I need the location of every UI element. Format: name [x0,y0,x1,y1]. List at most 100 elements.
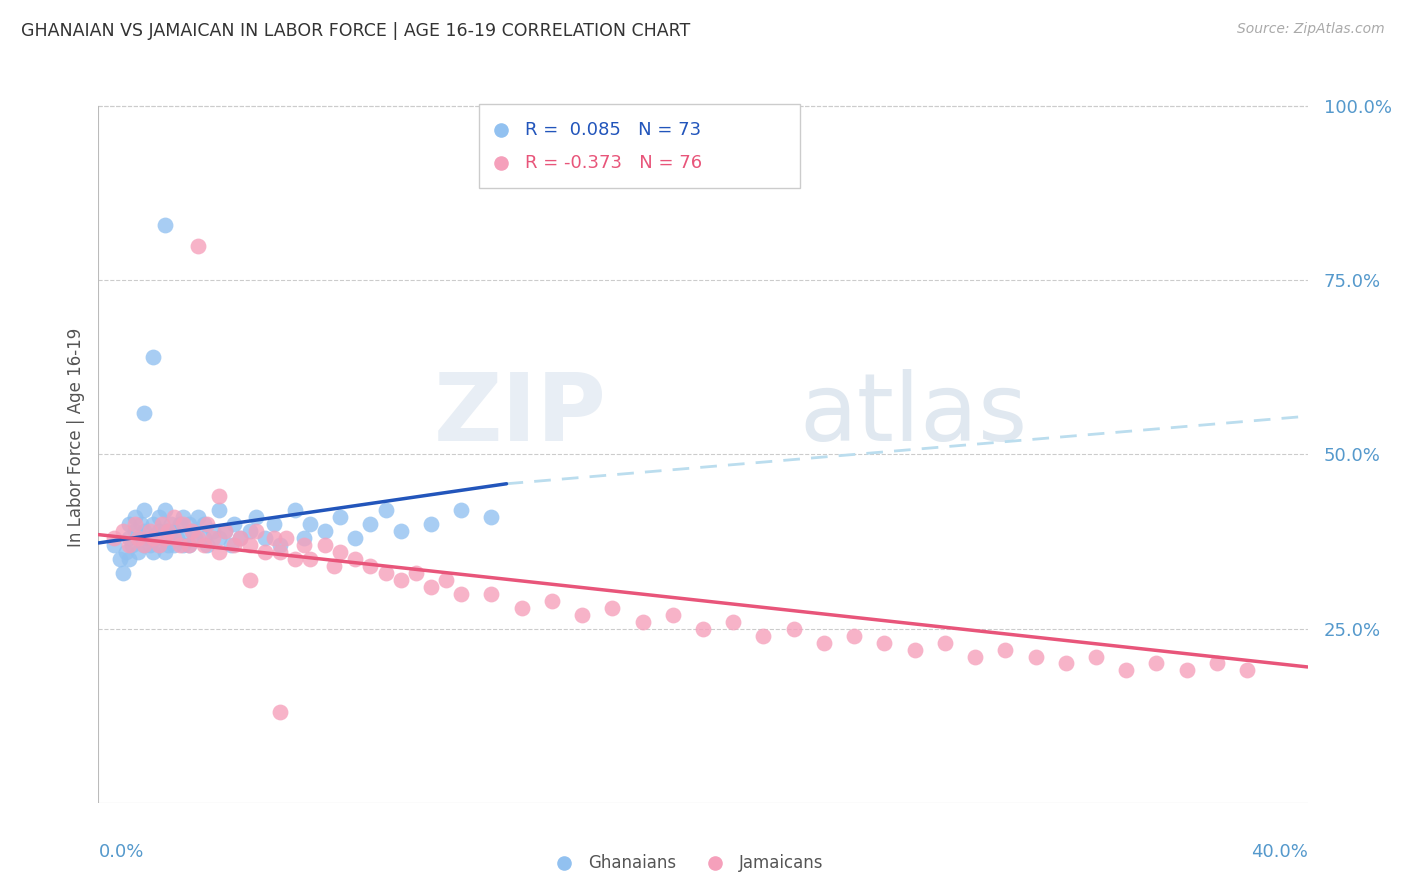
Point [1175,664,1198,678]
Point [263,517,285,532]
Point [124,517,146,532]
Point [103,531,125,545]
Text: GHANAIAN VS JAMAICAN IN LABOR FORCE | AGE 16-19 CORRELATION CHART: GHANAIAN VS JAMAICAN IN LABOR FORCE | AG… [21,22,690,40]
Point [904,642,927,657]
Point [329,510,352,524]
Point [179,517,201,532]
Point [135,531,157,545]
Point [274,531,297,545]
FancyBboxPatch shape [479,104,800,188]
Point [214,524,236,538]
Point [245,524,267,538]
Point [153,545,176,559]
Point [540,594,562,608]
Point [752,629,775,643]
Text: Jamaicans: Jamaicans [740,854,824,871]
Point [1094,186,1116,201]
Point [193,531,215,545]
Point [111,524,134,538]
Point [142,545,165,559]
Point [269,545,291,559]
Point [631,615,654,629]
Point [139,538,162,552]
Point [193,538,215,552]
Point [292,531,315,545]
Point [148,538,170,552]
Point [229,531,252,545]
Point [114,545,136,559]
Point [360,558,382,573]
Point [450,587,472,601]
Point [172,538,194,552]
Point [163,524,186,538]
Point [1236,664,1258,678]
Point [239,524,262,538]
Point [329,545,352,559]
Point [142,517,165,532]
Point [172,517,194,532]
Point [389,524,412,538]
Point [153,531,176,545]
Point [132,538,155,552]
Point [195,517,218,532]
Text: Ghanaians: Ghanaians [588,854,676,871]
Point [229,531,252,545]
Point [269,538,291,552]
Point [934,635,956,649]
Point [129,517,152,532]
Point [344,531,367,545]
Point [965,649,987,664]
Point [121,538,143,552]
Point [284,552,307,566]
Point [571,607,593,622]
Point [163,538,186,552]
Point [184,531,207,545]
Point [148,538,170,552]
Point [239,573,262,587]
Point [145,531,167,545]
Point [420,580,443,594]
Point [374,503,396,517]
Point [153,218,176,232]
Point [481,587,503,601]
Point [156,524,179,538]
Point [269,705,291,719]
Point [142,350,165,364]
Point [103,538,125,552]
Point [202,531,225,545]
Point [179,538,201,552]
Point [1094,155,1116,169]
Text: ZIP: ZIP [433,369,606,461]
Point [783,622,806,636]
Point [148,510,170,524]
Point [723,615,745,629]
Point [844,629,866,643]
Point [1115,664,1137,678]
Point [153,524,176,538]
Point [169,517,191,532]
Point [813,635,835,649]
Point [344,552,367,566]
Point [405,566,427,580]
Point [1144,657,1167,671]
Point [602,600,624,615]
Point [118,517,141,532]
Point [127,531,149,545]
Point [139,524,162,538]
Point [434,573,457,587]
Point [253,531,276,545]
Point [181,524,204,538]
Point [1251,853,1274,867]
Point [1206,657,1229,671]
Point [160,517,183,532]
Point [253,545,276,559]
Point [994,642,1017,657]
Point [299,517,322,532]
Point [193,517,215,532]
Point [1054,657,1077,671]
Point [314,524,336,538]
Point [450,503,472,517]
Point [208,531,231,545]
Point [374,566,396,580]
Point [245,510,267,524]
